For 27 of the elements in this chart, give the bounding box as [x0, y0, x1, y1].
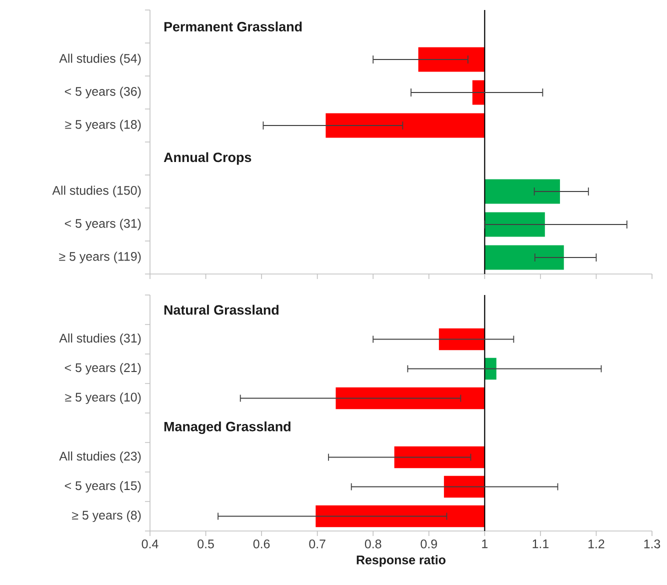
y-tick-label: < 5 years (36)	[64, 86, 141, 98]
annotation: Managed Grassland	[164, 421, 290, 434]
x-tick-label: 1.3	[644, 540, 660, 548]
annotation: Permanent Grassland	[164, 22, 302, 32]
x-tick-label: 0.4	[142, 540, 158, 548]
x-tick-label: 0.9	[420, 540, 437, 548]
y-tick-label: All studies (150)	[52, 186, 141, 198]
x-axis-title: Response ratio	[356, 555, 446, 567]
y-tick-label: All studies (23)	[59, 451, 141, 464]
x-tick-label: 0.7	[309, 540, 326, 548]
y-tick-label: ≥ 5 years (18)	[65, 120, 141, 132]
y-tick-label: < 5 years (15)	[64, 480, 141, 493]
y-tick-label: < 5 years (21)	[64, 362, 141, 375]
annotation: Natural Grassland	[164, 304, 278, 315]
y-tick-label: ≥ 5 years (8)	[72, 510, 141, 522]
x-tick-label: 0.5	[198, 540, 214, 548]
y-tick-label: All studies (54)	[59, 54, 141, 66]
y-tick-label: ≥ 5 years (10)	[65, 392, 141, 404]
y-tick-label: ≥ 5 years (119)	[59, 252, 141, 264]
x-tick-label: 1.2	[588, 540, 604, 548]
annotation: Annual Crops	[164, 152, 252, 165]
x-tick-label: 0.8	[364, 540, 382, 548]
x-tick-label: 1.1	[532, 540, 548, 548]
x-tick-label: 1	[482, 540, 488, 548]
y-tick-label: All studies (31)	[59, 333, 141, 346]
y-tick-label: < 5 years (31)	[64, 218, 141, 230]
x-tick-label: 0.6	[253, 540, 270, 548]
